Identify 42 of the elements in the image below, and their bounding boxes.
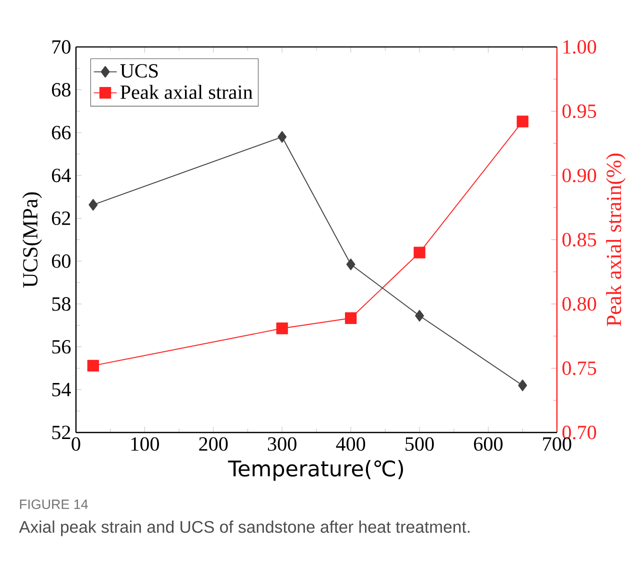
point bbox=[344, 312, 357, 324]
x-tick-label: 200 bbox=[199, 437, 228, 451]
x-tick-label: 0 bbox=[72, 437, 80, 451]
x-tick-label: 600 bbox=[474, 437, 503, 451]
x-tick-label: 100 bbox=[131, 437, 160, 451]
point bbox=[87, 360, 99, 372]
caption: FIGURE 14 bbox=[20, 500, 88, 509]
legend-label: UCS bbox=[120, 64, 158, 78]
point bbox=[415, 310, 424, 322]
y-tick-label: 56 bbox=[52, 340, 71, 354]
x-tick-label: 400 bbox=[336, 437, 366, 451]
point bbox=[346, 258, 356, 270]
x-axis-title: Temperature(℃) bbox=[228, 460, 404, 481]
y-tick-label: 58 bbox=[52, 297, 70, 311]
y-tick-label: 68 bbox=[52, 82, 70, 97]
y-tick-label: 64 bbox=[52, 168, 71, 182]
point bbox=[88, 198, 98, 211]
x-tick-label: 500 bbox=[406, 437, 434, 451]
y2-tick-label: 0.80 bbox=[562, 297, 596, 311]
text: Axial peak strain and UCS of sandstone after heat treatment. bbox=[19, 520, 470, 536]
y2-tick-label: 0.90 bbox=[562, 168, 596, 182]
point bbox=[518, 379, 528, 392]
y2-axis-title: Peak axial strain(%) bbox=[606, 154, 626, 326]
y2-tick-label: 1.00 bbox=[563, 40, 596, 54]
point bbox=[276, 322, 288, 334]
x-tick-label: 700 bbox=[543, 437, 572, 451]
y-tick-label: 70 bbox=[52, 40, 70, 54]
x-tick-label: 300 bbox=[268, 437, 296, 451]
y2-tick-label: 0.85 bbox=[562, 232, 596, 247]
y-tick-label: 54 bbox=[52, 382, 71, 396]
y-axis-title: UCS(MPa) bbox=[22, 192, 42, 288]
legend-label: Peak axial strain bbox=[120, 84, 253, 99]
y-tick-label: 60 bbox=[52, 254, 70, 268]
y2-tick-label: 0.95 bbox=[562, 104, 596, 118]
point bbox=[278, 131, 287, 143]
y-tick-label: 52 bbox=[52, 426, 70, 440]
y2-tick-label: 0.75 bbox=[562, 361, 596, 376]
y2-tick-label: 0.70 bbox=[562, 426, 596, 440]
point bbox=[516, 116, 528, 128]
y-tick-label: 66 bbox=[52, 126, 71, 140]
y-tick-label: 62 bbox=[52, 211, 70, 225]
point bbox=[414, 246, 426, 258]
